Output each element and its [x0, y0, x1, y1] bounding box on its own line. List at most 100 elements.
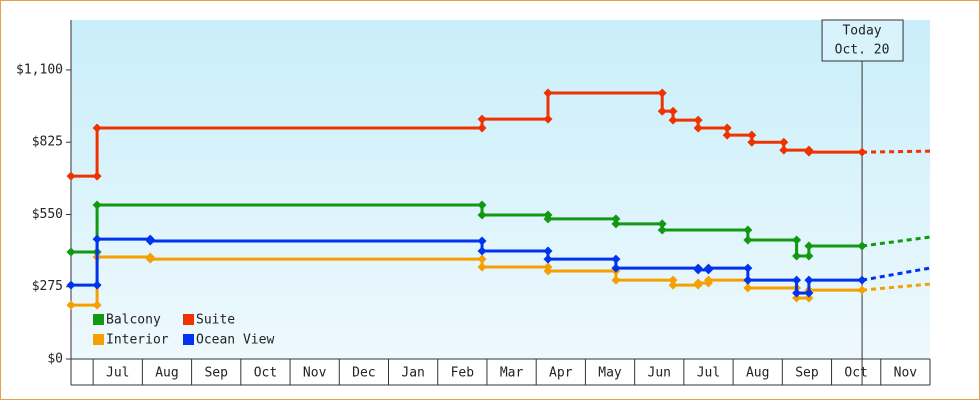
projection: [861, 266, 931, 282]
legend-label: Ocean View: [196, 333, 274, 348]
price-point: [792, 235, 802, 245]
x-tick-label: Sep: [795, 366, 819, 381]
price-point: [743, 225, 753, 235]
x-tick-label: Sep: [204, 366, 228, 381]
y-tick-label: $0: [47, 352, 63, 367]
legend-label: Interior: [106, 333, 169, 348]
price-point: [743, 263, 753, 273]
x-tick-label: May: [598, 366, 622, 381]
price-point: [804, 147, 814, 157]
price-point: [703, 275, 713, 285]
price-point: [611, 214, 621, 224]
price-point: [857, 241, 867, 251]
x-tick-label: Oct: [844, 366, 867, 381]
x-tick-label: Jul: [697, 366, 720, 381]
x-tick-label: Apr: [549, 366, 573, 381]
price-point: [668, 280, 678, 290]
legend-swatch: [93, 334, 104, 345]
price-point: [693, 265, 703, 275]
price-point: [792, 288, 802, 298]
price-point: [804, 293, 814, 303]
price-point: [857, 147, 867, 157]
price-point: [668, 106, 678, 116]
x-tick-label: Nov: [894, 366, 918, 381]
y-tick-label: $550: [32, 207, 63, 222]
price-point: [477, 254, 487, 264]
x-tick-label: Jul: [106, 366, 129, 381]
price-point: [145, 254, 155, 264]
price-point: [792, 293, 802, 303]
legend-swatch: [183, 314, 194, 325]
price-point: [92, 280, 102, 290]
x-tick-label: Jun: [648, 366, 671, 381]
price-point: [611, 254, 621, 264]
projection: [861, 282, 931, 292]
price-point: [477, 114, 487, 124]
x-axis-band: [71, 359, 930, 385]
x-tick-label: Feb: [451, 366, 475, 381]
x-tick-label: Aug: [746, 366, 769, 381]
x-tick-label: Nov: [303, 366, 327, 381]
price-point: [477, 210, 487, 220]
price-point: [743, 283, 753, 293]
legend-swatch: [93, 314, 104, 325]
price-point: [477, 236, 487, 246]
legend-swatch: [183, 334, 194, 345]
x-tick-label: Oct: [254, 366, 277, 381]
price-point: [66, 280, 76, 290]
price-point: [693, 115, 703, 125]
price-point: [792, 275, 802, 285]
price-point: [543, 266, 553, 276]
price-point: [611, 219, 621, 229]
price-point: [611, 275, 621, 285]
price-point: [543, 88, 553, 98]
price-point: [722, 130, 732, 140]
price-point: [477, 246, 487, 256]
price-point: [145, 236, 155, 246]
price-point: [477, 262, 487, 272]
price-point: [477, 200, 487, 210]
today-box: [821, 19, 904, 62]
price-point: [543, 114, 553, 124]
price-point: [779, 145, 789, 155]
price-point: [657, 225, 667, 235]
price-point: [66, 247, 76, 257]
x-tick-label: Aug: [155, 366, 178, 381]
price-point: [693, 123, 703, 133]
price-point: [66, 300, 76, 310]
price-point: [92, 171, 102, 181]
legend-label: Balcony: [106, 313, 161, 328]
price-point: [747, 137, 757, 147]
today-label: Today: [842, 24, 881, 39]
price-point: [657, 106, 667, 116]
price-point: [857, 285, 867, 295]
price-point: [657, 88, 667, 98]
price-point: [657, 219, 667, 229]
x-tick-label: Dec: [352, 366, 375, 381]
price-point: [804, 288, 814, 298]
projection: [862, 149, 931, 154]
price-point: [477, 123, 487, 133]
price-point: [779, 137, 789, 147]
price-point: [743, 275, 753, 285]
x-tick-label: Mar: [500, 366, 524, 381]
price-point: [722, 123, 732, 133]
price-point: [92, 200, 102, 210]
price-point: [792, 251, 802, 261]
price-point: [66, 171, 76, 181]
price-point: [92, 300, 102, 310]
price-point: [743, 235, 753, 245]
price-point: [668, 275, 678, 285]
price-point: [693, 278, 703, 288]
price-point: [543, 214, 553, 224]
price-point: [747, 130, 757, 140]
price-point: [804, 275, 814, 285]
price-point: [703, 263, 713, 273]
y-tick-label: $275: [32, 279, 63, 294]
price-point: [857, 275, 867, 285]
price-point: [543, 246, 553, 256]
projection: [861, 235, 931, 248]
legend-label: Suite: [196, 313, 235, 328]
price-point: [611, 263, 621, 273]
